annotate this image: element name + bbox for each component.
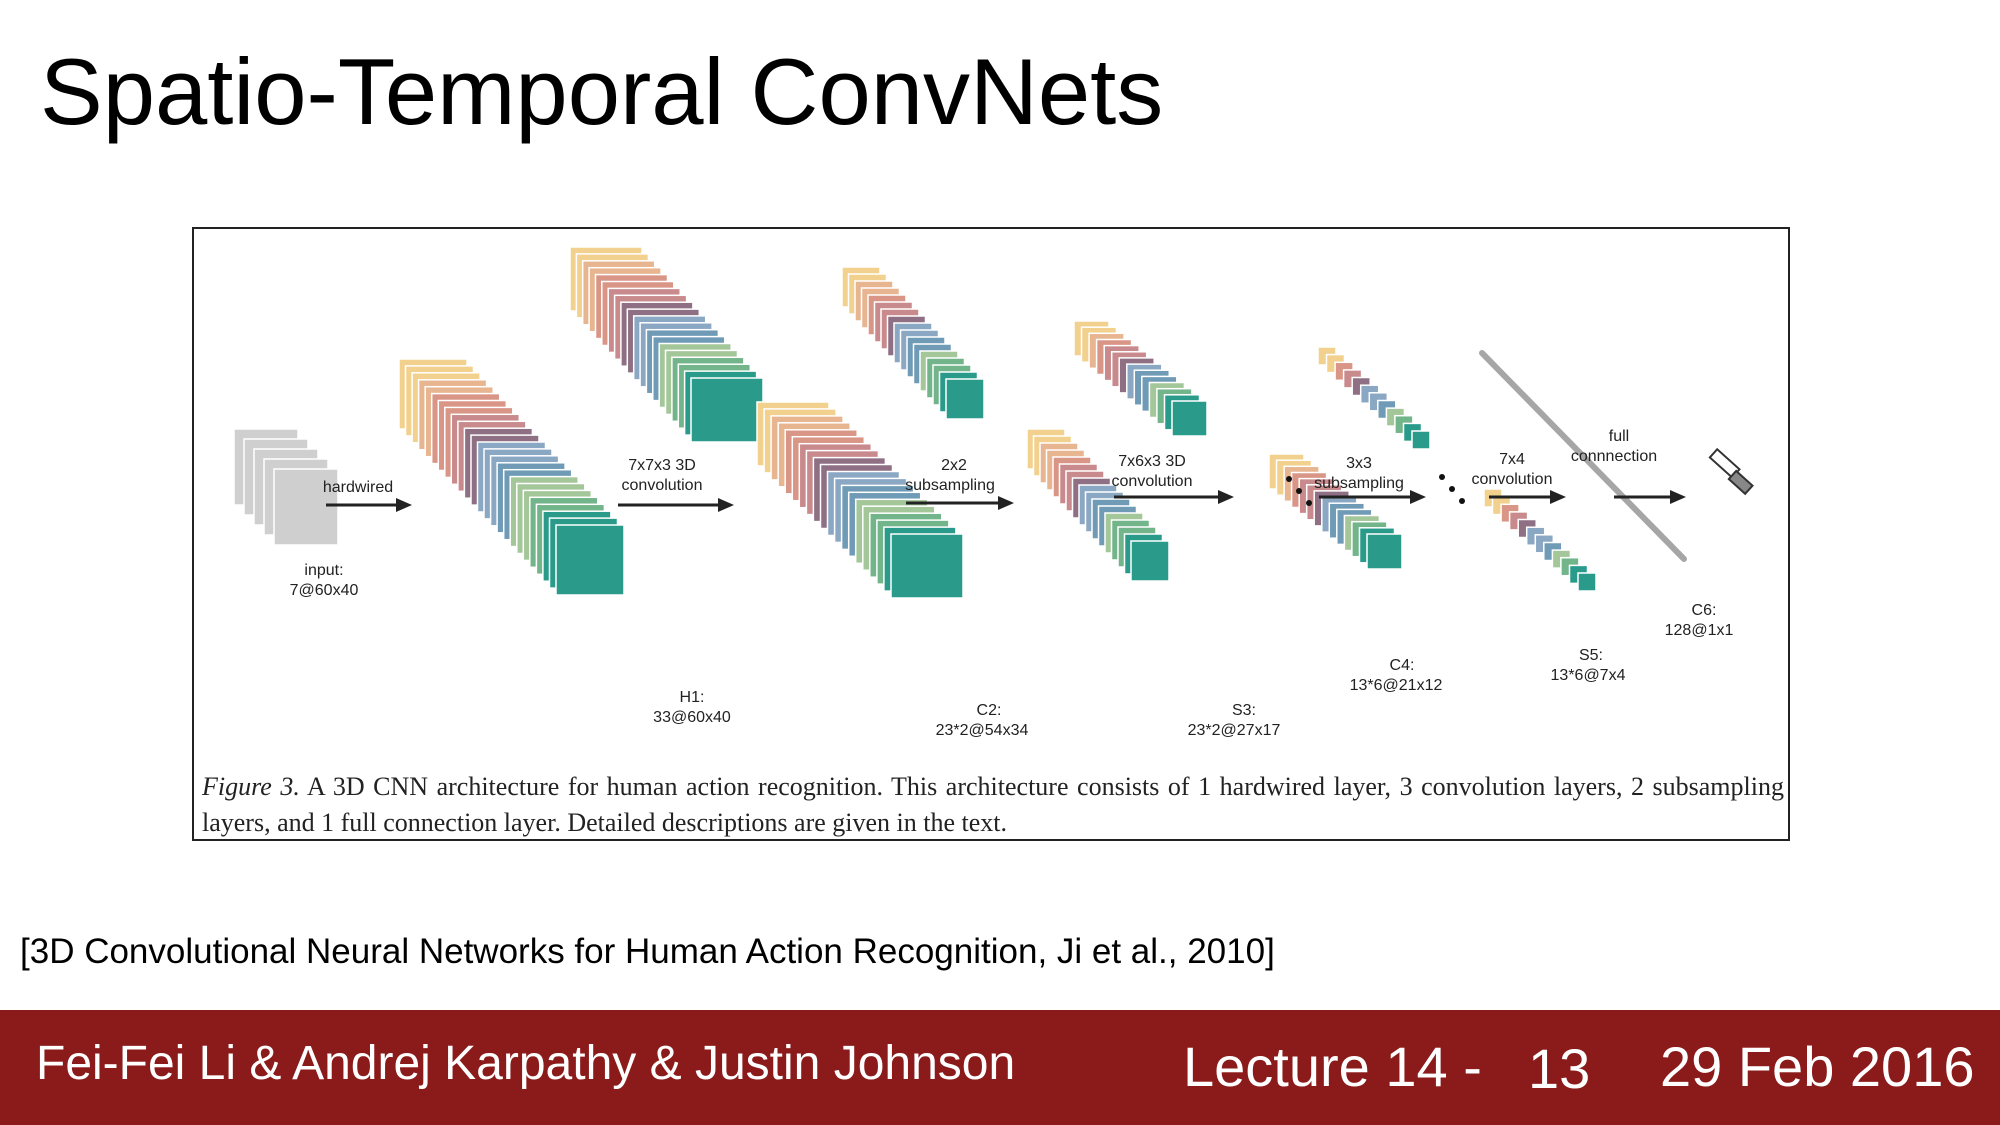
arrow-hardwired — [326, 498, 412, 512]
op-hardwired: hardwired — [323, 479, 393, 496]
op-sub2-line2: subsampling — [1314, 475, 1404, 492]
figure-caption-text: A 3D CNN architecture for human action r… — [202, 772, 1784, 837]
figure-caption-label: Figure 3. — [202, 772, 300, 801]
layer-c6-size: 128@1x1 — [1665, 622, 1734, 639]
ellipsis-dot-3 — [1306, 500, 1312, 506]
layer-c6-name: C6: — [1692, 602, 1717, 619]
ellipsis-dot-5 — [1449, 486, 1455, 492]
op-conv2-line2: convolution — [1112, 473, 1193, 490]
footer-date: 29 Feb 2016 — [1660, 1035, 1975, 1098]
ellipsis-dot-2 — [1296, 488, 1302, 494]
arrow-sub1-head — [998, 496, 1014, 510]
c2-feature-maps-top — [569, 246, 764, 443]
footer-lecture: Lecture 14 - — [1183, 1035, 1482, 1098]
op-sub1-line1: 2x2 — [941, 457, 967, 474]
arrow-full-head — [1670, 490, 1686, 504]
figure-box: hardwired 7x7x3 3D convolution 2x2 subsa… — [192, 227, 1790, 841]
op-sub1-line2: subsampling — [905, 477, 995, 494]
op-conv1-line1: 7x7x3 3D — [628, 457, 696, 474]
figure-caption: Figure 3. A 3D CNN architecture for huma… — [202, 769, 1784, 839]
arrow-conv1-head — [718, 498, 734, 512]
c4-feature-maps-bottom — [1268, 453, 1403, 570]
arrow-conv2 — [1114, 490, 1234, 504]
c4-feature-maps-top — [1073, 320, 1208, 437]
s3-feature-maps-bottom-map-17 — [1130, 540, 1170, 582]
op-conv2-line1: 7x6x3 3D — [1118, 453, 1186, 470]
op-conv3-line1: 7x4 — [1499, 451, 1525, 468]
layer-input-name: input: — [304, 562, 343, 579]
op-full-line1: full — [1609, 428, 1629, 445]
arrow-conv3 — [1489, 490, 1566, 504]
footer-authors: Fei-Fei Li & Andrej Karpathy & Justin Jo… — [36, 1037, 1016, 1090]
arrow-conv2-head — [1218, 490, 1234, 504]
s5-feature-maps-bottom — [1483, 488, 1597, 592]
arrow-sub1 — [906, 496, 1014, 510]
c6-unit-2 — [1727, 469, 1754, 496]
layer-c4-name: C4: — [1390, 657, 1415, 674]
s3-feature-maps-top — [841, 266, 985, 420]
arrow-conv1 — [618, 498, 734, 512]
c2-feature-maps-top-map-20 — [690, 377, 764, 443]
layer-s3-size: 23*2@27x17 — [1188, 722, 1281, 739]
op-conv1-line2: convolution — [622, 477, 703, 494]
c6-output-units — [1708, 447, 1754, 496]
ellipsis-dot-4 — [1439, 474, 1445, 480]
arrow-conv3-head — [1550, 490, 1566, 504]
c4-feature-maps-top-map-14 — [1171, 400, 1208, 437]
arrow-full — [1614, 490, 1686, 504]
op-conv3-line2: convolution — [1472, 471, 1553, 488]
h1-feature-maps-map-25 — [555, 524, 625, 596]
c2-feature-maps-bottom — [756, 401, 964, 599]
footer-page-number: 13 — [1528, 1037, 1591, 1100]
input-frames-map-5 — [273, 468, 339, 546]
ellipsis-dot-1 — [1286, 476, 1292, 482]
c4-feature-maps-bottom-map-14 — [1366, 533, 1403, 570]
layer-c2-name: C2: — [977, 702, 1002, 719]
arrow-hardwired-head — [396, 498, 412, 512]
arrow-sub2 — [1319, 490, 1426, 504]
s5-feature-maps-top-map-12 — [1411, 430, 1431, 450]
layer-s5-size: 13*6@7x4 — [1551, 667, 1626, 684]
layer-c4-size: 13*6@21x12 — [1350, 677, 1443, 694]
s3-feature-maps-bottom — [1026, 428, 1170, 582]
op-sub2-line1: 3x3 — [1346, 455, 1372, 472]
layer-h1-size: 33@60x40 — [653, 709, 731, 726]
s5-feature-maps-bottom-map-12 — [1577, 572, 1597, 592]
layer-input-size: 7@60x40 — [290, 582, 359, 599]
slide-title: Spatio-Temporal ConvNets — [40, 39, 1164, 144]
layer-h1-name: H1: — [680, 689, 705, 706]
input-frames — [233, 428, 339, 546]
cnn-architecture-diagram: hardwired 7x7x3 3D convolution 2x2 subsa… — [233, 246, 1754, 739]
ellipsis-dot-6 — [1459, 498, 1465, 504]
citation: [3D Convolutional Neural Networks for Hu… — [20, 932, 1275, 971]
arrow-sub2-head — [1410, 490, 1426, 504]
full-connection-bar — [1479, 350, 1687, 562]
s5-feature-maps-top — [1317, 346, 1431, 450]
layer-s5-name: S5: — [1579, 647, 1603, 664]
layer-s3-name: S3: — [1232, 702, 1256, 719]
footer-bar: Fei-Fei Li & Andrej Karpathy & Justin Jo… — [0, 1010, 2000, 1125]
op-full-line2: connnection — [1571, 448, 1657, 465]
s3-feature-maps-top-map-17 — [945, 378, 985, 420]
layer-c2-size: 23*2@54x34 — [936, 722, 1029, 739]
h1-feature-maps — [398, 358, 625, 596]
c2-feature-maps-bottom-map-20 — [890, 533, 964, 599]
